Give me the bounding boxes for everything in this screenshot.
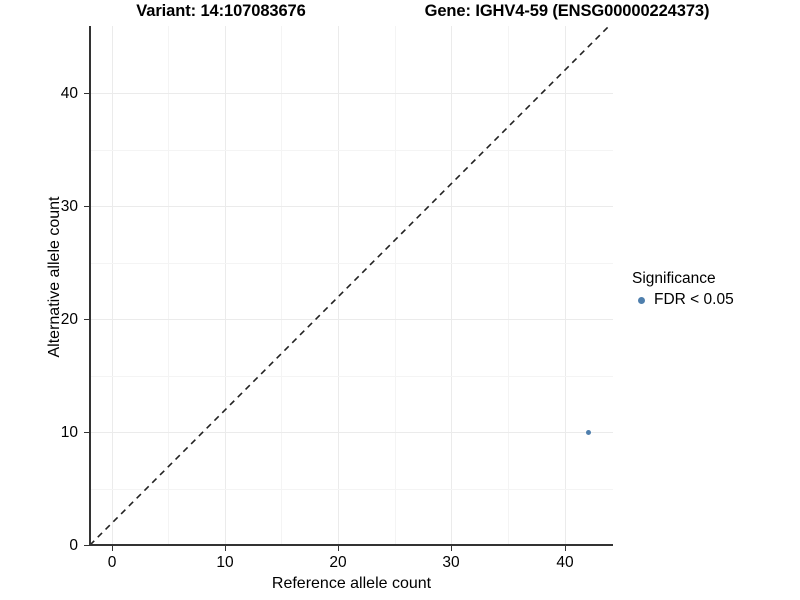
legend: Significance FDR < 0.05 bbox=[632, 270, 797, 310]
gridline-minor-y-35 bbox=[90, 150, 613, 151]
y-tick-30 bbox=[84, 206, 89, 208]
x-axis-line bbox=[89, 544, 613, 546]
y-axis-label: Alternative allele count bbox=[46, 196, 63, 358]
x-axis-label: Reference allele count bbox=[271, 575, 432, 592]
legend-title: Significance bbox=[632, 270, 716, 287]
x-tick-0 bbox=[112, 546, 114, 551]
variant-title: Variant: 14:107083676 bbox=[136, 2, 306, 20]
gridline-major-y-40 bbox=[90, 93, 613, 94]
x-tick-20 bbox=[338, 546, 340, 551]
legend-key-swatch bbox=[632, 291, 650, 309]
gridline-minor-y-15 bbox=[90, 376, 613, 377]
circle-marker-icon bbox=[637, 296, 645, 304]
gridline-minor-x-35 bbox=[508, 26, 509, 545]
x-ticklabel-10: 10 bbox=[216, 554, 234, 571]
y-ticklabel-40: 40 bbox=[60, 85, 78, 102]
x-ticklabel-40: 40 bbox=[556, 554, 574, 571]
legend-item-label: FDR < 0.05 bbox=[654, 291, 734, 308]
gridline-major-x-20 bbox=[338, 26, 339, 545]
chart-title-row: Variant: 14:107083676 Gene: IGHV4-59 (EN… bbox=[0, 2, 800, 26]
x-tick-10 bbox=[225, 546, 227, 551]
gene-title: Gene: IGHV4-59 (ENSG00000224373) bbox=[424, 2, 710, 20]
gridline-minor-x-15 bbox=[281, 26, 282, 545]
x-tick-40 bbox=[565, 546, 567, 551]
y-ticklabel-30: 30 bbox=[60, 198, 78, 215]
identity-line bbox=[90, 26, 611, 545]
gridline-minor-x-25 bbox=[395, 26, 396, 545]
gridline-major-x-0 bbox=[112, 26, 113, 545]
y-tick-0 bbox=[84, 545, 89, 547]
x-ticklabel-0: 0 bbox=[107, 554, 117, 571]
x-ticklabel-30: 30 bbox=[442, 554, 460, 571]
gridline-major-y-20 bbox=[90, 319, 613, 320]
plot-panel bbox=[90, 26, 613, 545]
y-ticklabel-0: 0 bbox=[69, 537, 78, 554]
data-point[interactable] bbox=[585, 429, 591, 435]
gridline-minor-x-5 bbox=[168, 26, 169, 545]
gridline-minor-y-25 bbox=[90, 263, 613, 264]
x-ticklabel-20: 20 bbox=[329, 554, 347, 571]
y-ticklabel-10: 10 bbox=[60, 424, 78, 441]
gridline-major-y-10 bbox=[90, 432, 613, 433]
legend-item-fdr[interactable]: FDR < 0.05 bbox=[632, 290, 797, 310]
y-ticklabel-20: 20 bbox=[60, 311, 78, 328]
gridline-major-y-30 bbox=[90, 206, 613, 207]
gridline-major-x-30 bbox=[451, 26, 452, 545]
y-tick-40 bbox=[84, 93, 89, 95]
gridline-major-x-10 bbox=[225, 26, 226, 545]
y-axis-line bbox=[89, 26, 91, 545]
x-tick-30 bbox=[451, 546, 453, 551]
y-tick-10 bbox=[84, 432, 89, 434]
gridline-minor-y-5 bbox=[90, 489, 613, 490]
y-tick-20 bbox=[84, 319, 89, 321]
gridline-major-x-40 bbox=[565, 26, 566, 545]
